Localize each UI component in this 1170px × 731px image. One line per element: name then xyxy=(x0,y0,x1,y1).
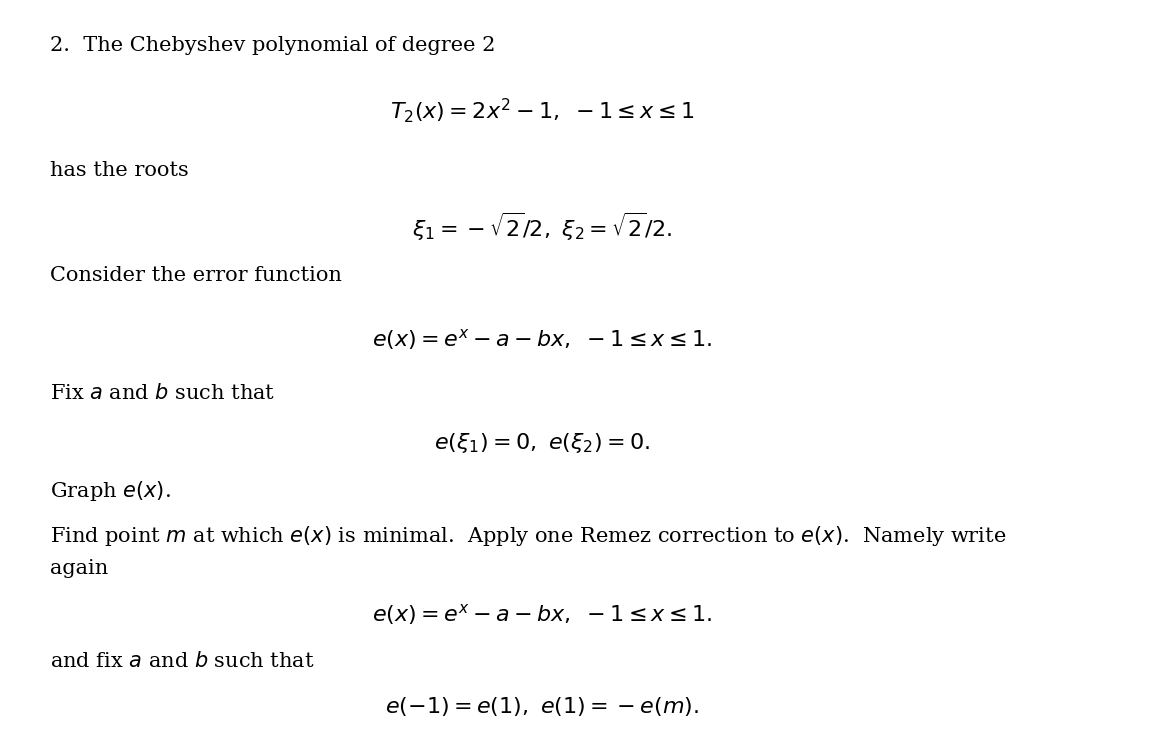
Text: Fix $a$ and $b$ such that: Fix $a$ and $b$ such that xyxy=(50,382,275,403)
Text: again: again xyxy=(50,559,108,578)
Text: $T_2(x) = 2x^2 - 1, \ -1 \leq x \leq 1$: $T_2(x) = 2x^2 - 1, \ -1 \leq x \leq 1$ xyxy=(390,96,694,125)
Text: has the roots: has the roots xyxy=(50,161,188,180)
Text: $\xi_1 = -\sqrt{2}/2, \ \xi_2 = \sqrt{2}/2.$: $\xi_1 = -\sqrt{2}/2, \ \xi_2 = \sqrt{2}… xyxy=(412,211,672,243)
Text: $e(x) = e^{x} - a - bx, \ -1 \leq x \leq 1.$: $e(x) = e^{x} - a - bx, \ -1 \leq x \leq… xyxy=(372,602,713,627)
Text: Find point $m$ at which $e(x)$ is minimal.  Apply one Remez correction to $e(x)$: Find point $m$ at which $e(x)$ is minima… xyxy=(50,523,1006,548)
Text: $e(x) = e^{x} - a - bx, \ -1 \leq x \leq 1.$: $e(x) = e^{x} - a - bx, \ -1 \leq x \leq… xyxy=(372,327,713,352)
Text: Consider the error function: Consider the error function xyxy=(50,266,342,285)
Text: $e(-1) = e(1), \ e(1) = -e(m).$: $e(-1) = e(1), \ e(1) = -e(m).$ xyxy=(385,695,700,719)
Text: and fix $a$ and $b$ such that: and fix $a$ and $b$ such that xyxy=(50,651,315,671)
Text: 2.  The Chebyshev polynomial of degree 2: 2. The Chebyshev polynomial of degree 2 xyxy=(50,36,495,55)
Text: $e(\xi_1) = 0, \ e(\xi_2) = 0.$: $e(\xi_1) = 0, \ e(\xi_2) = 0.$ xyxy=(434,431,651,455)
Text: Graph $e(x)$.: Graph $e(x)$. xyxy=(50,480,171,503)
